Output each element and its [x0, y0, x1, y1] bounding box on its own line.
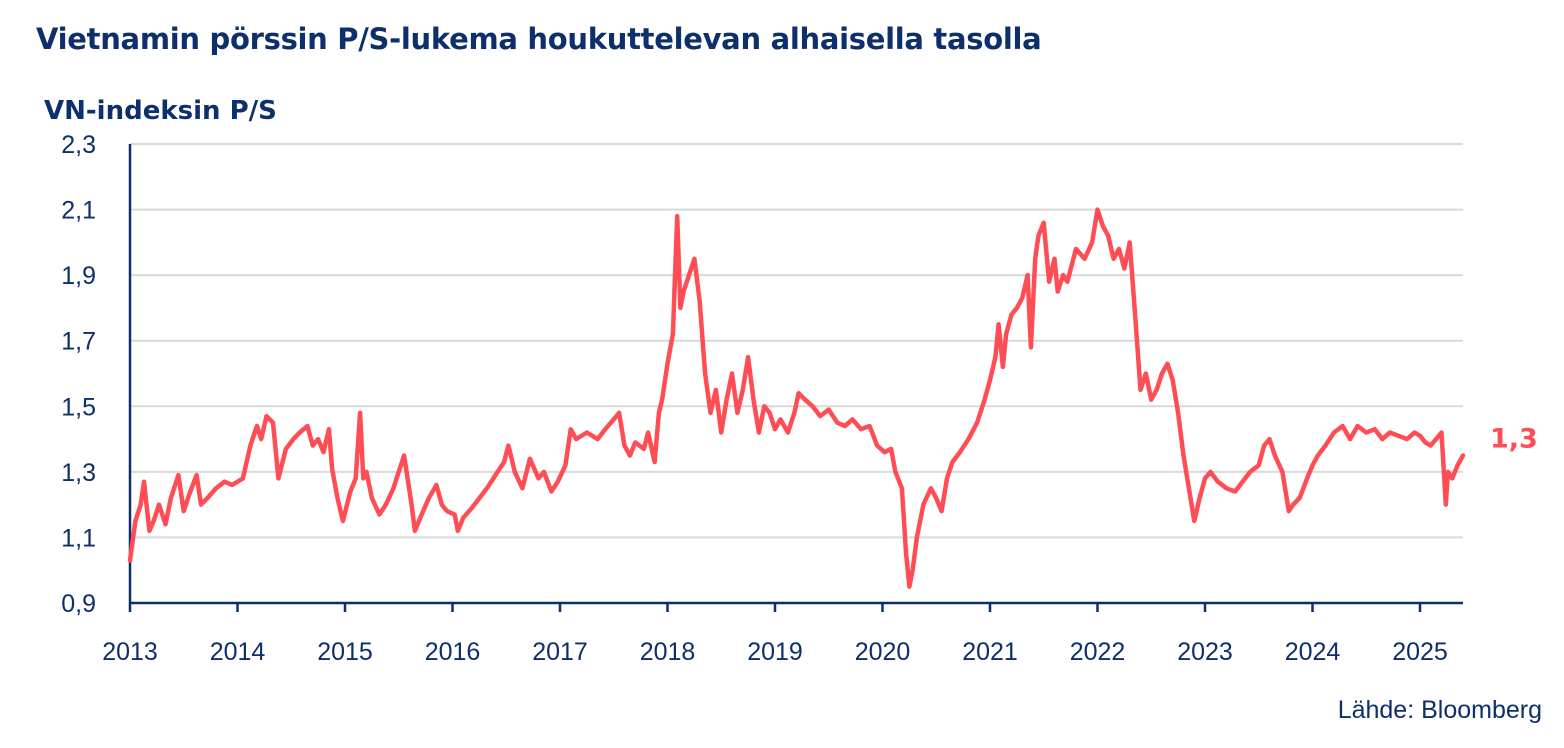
y-tick-labels: 0,9 1,1 1,3 1,5 1,7 1,9 2,1 2,3	[61, 131, 96, 618]
y-tick-label: 2,1	[61, 197, 96, 225]
y-axis-label: VN-indeksin P/S	[44, 96, 277, 126]
x-tick-label: 2023	[1177, 638, 1233, 666]
x-tick-label: 2024	[1285, 638, 1341, 666]
source-note: Lähde: Bloomberg	[1337, 696, 1542, 724]
last-value-label: 1,3	[1490, 423, 1538, 454]
x-tick-label: 2019	[747, 638, 803, 666]
y-tick-label: 0,9	[61, 590, 96, 618]
x-tick-label: 2021	[962, 638, 1018, 666]
y-tick-label: 1,9	[61, 262, 96, 290]
series-group	[127, 207, 1466, 589]
y-tick-label: 2,3	[61, 131, 96, 159]
y-tick-label: 1,3	[61, 459, 96, 487]
y-tick-label: 1,1	[61, 524, 96, 552]
x-tick-label: 2016	[425, 638, 481, 666]
series-line	[127, 207, 1466, 589]
x-tick-label: 2022	[1070, 638, 1126, 666]
axes	[128, 144, 1463, 612]
x-tick-label: 2014	[210, 638, 266, 666]
x-tick-label: 2025	[1392, 638, 1448, 666]
grid-lines	[130, 143, 1463, 539]
y-tick-label: 1,5	[61, 393, 96, 421]
x-tick-label: 2018	[640, 638, 696, 666]
x-tick-label: 2017	[532, 638, 588, 666]
x-tick-label: 2015	[317, 638, 373, 666]
x-tick-label: 2013	[102, 638, 158, 666]
chart-title: Vietnamin pörssin P/S-lukema houkuttelev…	[36, 22, 1042, 56]
y-tick-label: 1,7	[61, 328, 96, 356]
x-tick-labels: 2013 2014 2015 2016 2017 2018 2019 2020 2021 2022…	[102, 638, 1448, 666]
x-tick-label: 2020	[855, 638, 911, 666]
annotations: 1,3	[1490, 423, 1538, 454]
